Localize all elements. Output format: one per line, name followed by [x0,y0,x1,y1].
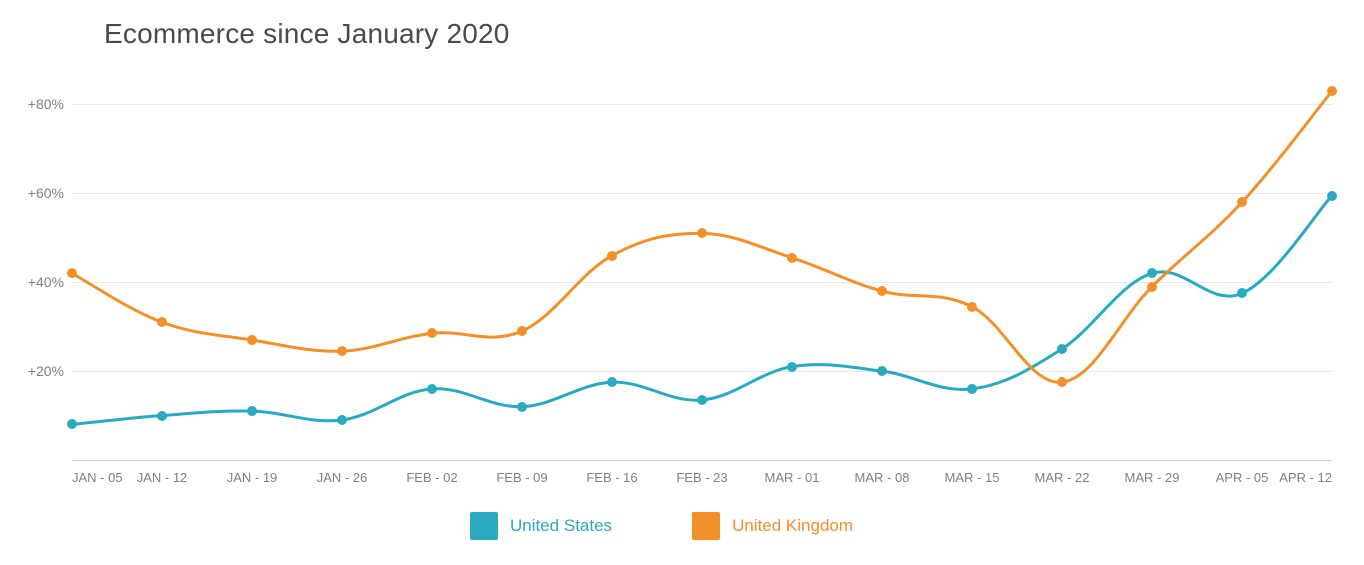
legend-swatch-us [470,512,498,540]
series-marker-uk [247,335,257,345]
series-marker-us [787,362,797,372]
series-marker-us [337,415,347,425]
x-tick-label: FEB - 02 [406,460,457,485]
legend-label-uk: United Kingdom [732,516,853,536]
series-marker-us [967,384,977,394]
x-tick-label: MAR - 29 [1125,460,1180,485]
x-tick-label: APR - 05 [1216,460,1269,485]
y-tick-label: +80% [28,96,72,112]
series-marker-uk [517,326,527,336]
series-marker-uk [157,317,167,327]
series-marker-uk [1327,86,1337,96]
y-tick-label: +40% [28,274,72,290]
series-marker-uk [697,228,707,238]
ecommerce-chart: Ecommerce since January 2020 +20%+40%+60… [0,0,1364,565]
legend: United States United Kingdom [470,512,853,540]
legend-item-uk: United Kingdom [692,512,853,540]
series-marker-us [427,384,437,394]
series-marker-uk [337,346,347,356]
series-marker-us [607,377,617,387]
legend-label-us: United States [510,516,612,536]
chart-title: Ecommerce since January 2020 [104,18,510,50]
series-marker-us [517,402,527,412]
x-tick-label: JAN - 19 [227,460,278,485]
series-marker-us [877,366,887,376]
x-tick-label: MAR - 08 [855,460,910,485]
x-tick-label: JAN - 26 [317,460,368,485]
x-tick-label: JAN - 05 [72,460,123,485]
series-marker-us [1327,191,1337,201]
series-marker-us [697,395,707,405]
x-tick-label: FEB - 16 [586,460,637,485]
series-marker-uk [787,253,797,263]
series-marker-us [247,406,257,416]
series-marker-uk [1057,377,1067,387]
series-marker-uk [1237,197,1247,207]
series-marker-us [157,411,167,421]
legend-swatch-uk [692,512,720,540]
x-tick-label: MAR - 22 [1035,460,1090,485]
series-marker-uk [427,328,437,338]
series-marker-us [67,419,77,429]
series-marker-uk [67,268,77,278]
series-marker-uk [877,286,887,296]
series-marker-us [1147,268,1157,278]
series-marker-us [1237,288,1247,298]
x-tick-label: APR - 12 [1279,460,1332,485]
x-tick-label: FEB - 09 [496,460,547,485]
y-tick-label: +20% [28,363,72,379]
x-tick-label: JAN - 12 [137,460,188,485]
series-marker-uk [967,302,977,312]
series-marker-uk [1147,282,1157,292]
plot-area: +20%+40%+60%+80%JAN - 05JAN - 12JAN - 19… [72,60,1332,460]
x-tick-label: FEB - 23 [676,460,727,485]
x-tick-label: MAR - 15 [945,460,1000,485]
series-marker-us [1057,344,1067,354]
x-tick-label: MAR - 01 [765,460,820,485]
y-tick-label: +60% [28,185,72,201]
series-marker-uk [607,251,617,261]
legend-item-us: United States [470,512,612,540]
